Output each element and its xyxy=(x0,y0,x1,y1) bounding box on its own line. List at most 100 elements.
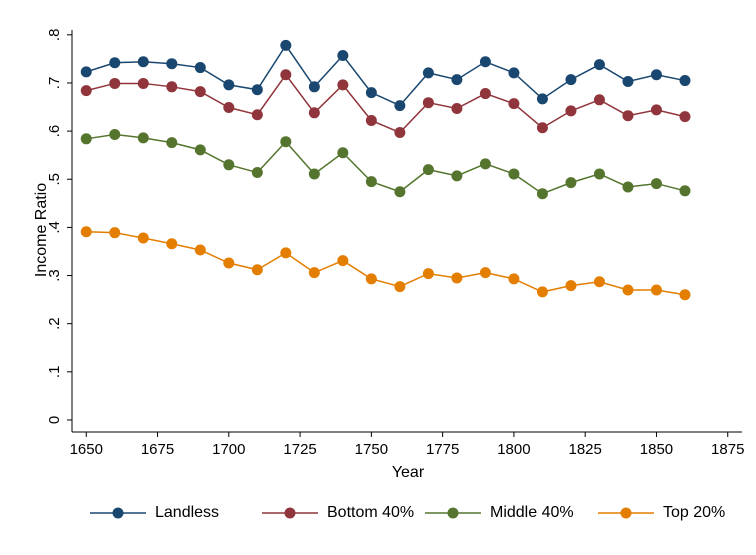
x-tick-label: 1825 xyxy=(569,441,602,458)
y-tick-label: .1 xyxy=(46,366,63,379)
data-point xyxy=(536,122,548,134)
legend-label: Middle 40% xyxy=(490,504,574,521)
y-tick-label: .3 xyxy=(46,269,63,282)
data-point xyxy=(166,58,178,70)
y-tick-label: 0 xyxy=(46,416,63,424)
data-point xyxy=(451,102,463,114)
y-tick-label: .5 xyxy=(46,173,63,186)
data-point xyxy=(593,59,605,71)
data-point xyxy=(194,62,206,74)
data-point xyxy=(223,159,235,171)
data-point xyxy=(109,57,121,69)
series-line xyxy=(86,44,686,107)
data-point xyxy=(422,268,434,280)
legend-marker xyxy=(112,507,124,519)
data-point xyxy=(365,87,377,99)
data-point xyxy=(337,79,349,91)
data-point xyxy=(394,127,406,139)
legend-label: Landless xyxy=(155,504,219,521)
data-point xyxy=(194,86,206,98)
data-point xyxy=(508,98,520,110)
data-point xyxy=(251,109,263,121)
data-point xyxy=(622,76,634,88)
data-point xyxy=(308,267,320,279)
series-line xyxy=(86,133,686,195)
data-point xyxy=(565,177,577,189)
x-tick-label: 1700 xyxy=(212,441,245,458)
data-point xyxy=(593,276,605,288)
data-point xyxy=(508,273,520,285)
x-tick-label: 1875 xyxy=(711,441,744,458)
data-point xyxy=(622,284,634,296)
data-point xyxy=(137,132,149,144)
data-point xyxy=(536,93,548,105)
y-tick-label: .8 xyxy=(46,29,63,42)
data-point xyxy=(80,226,92,238)
data-point xyxy=(650,69,662,81)
data-point xyxy=(251,167,263,179)
data-point xyxy=(109,227,121,239)
y-tick-label: .4 xyxy=(46,221,63,234)
data-point xyxy=(650,284,662,296)
data-point xyxy=(337,255,349,267)
data-point xyxy=(479,88,491,100)
x-tick-label: 1750 xyxy=(355,441,388,458)
data-point xyxy=(565,280,577,292)
data-point xyxy=(593,168,605,180)
data-point xyxy=(565,74,577,86)
data-point xyxy=(166,238,178,250)
data-point xyxy=(280,247,292,259)
data-point xyxy=(650,104,662,116)
data-point xyxy=(223,257,235,269)
x-tick-label: 1725 xyxy=(283,441,316,458)
data-point xyxy=(137,232,149,244)
data-point xyxy=(508,67,520,79)
series-line xyxy=(86,73,686,134)
series-line xyxy=(86,230,686,296)
data-point xyxy=(337,50,349,62)
data-point xyxy=(337,147,349,159)
data-point xyxy=(365,273,377,285)
data-point xyxy=(679,289,691,301)
data-point xyxy=(479,267,491,279)
y-tick-label: .7 xyxy=(46,77,63,90)
data-point xyxy=(280,39,292,51)
data-point xyxy=(679,111,691,123)
data-point xyxy=(137,56,149,68)
data-point xyxy=(679,185,691,197)
y-axis-label: Income Ratio xyxy=(33,183,50,277)
x-tick-label: 1650 xyxy=(70,441,103,458)
data-point xyxy=(223,102,235,114)
legend-label: Bottom 40% xyxy=(327,504,414,521)
data-point xyxy=(536,188,548,200)
data-point xyxy=(422,164,434,176)
data-point xyxy=(308,81,320,93)
data-point xyxy=(650,178,662,190)
data-point xyxy=(422,67,434,79)
data-point xyxy=(223,79,235,91)
data-point xyxy=(80,85,92,97)
data-point xyxy=(365,115,377,127)
x-axis-label: Year xyxy=(392,464,425,481)
data-point xyxy=(80,66,92,78)
data-point xyxy=(565,105,577,117)
x-tick-label: 1675 xyxy=(141,441,174,458)
data-point xyxy=(109,128,121,140)
data-point xyxy=(308,168,320,180)
data-point xyxy=(451,74,463,86)
x-tick-label: 1775 xyxy=(426,441,459,458)
data-point xyxy=(508,168,520,180)
data-point xyxy=(109,77,121,89)
y-tick-label: .6 xyxy=(46,125,63,138)
data-point xyxy=(451,170,463,182)
data-point xyxy=(622,110,634,122)
data-point xyxy=(137,77,149,89)
data-point xyxy=(622,181,634,193)
data-point xyxy=(365,176,377,188)
data-point xyxy=(479,56,491,68)
data-point xyxy=(194,144,206,156)
data-point xyxy=(679,75,691,87)
data-point xyxy=(394,281,406,293)
legend-marker xyxy=(447,507,459,519)
